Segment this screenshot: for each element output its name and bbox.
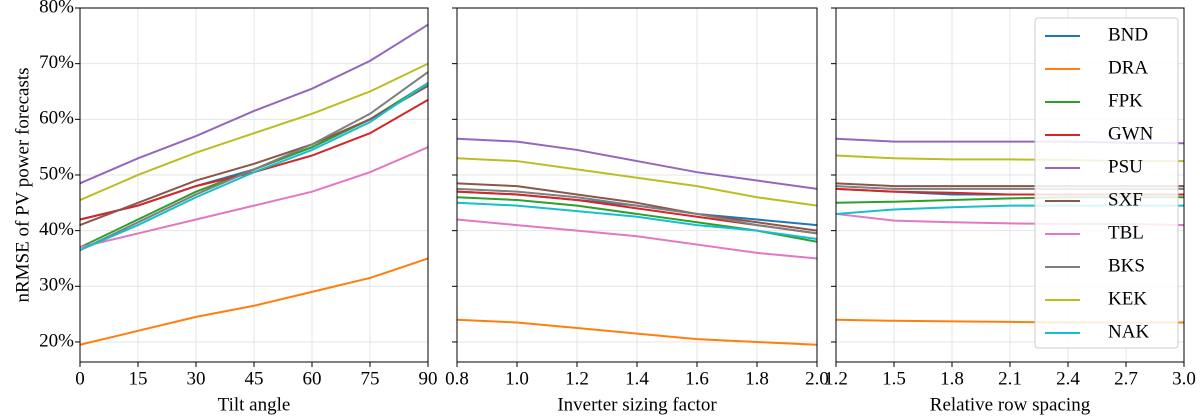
legend-label: BND (1108, 24, 1148, 45)
legend-label: BKS (1108, 255, 1145, 276)
y-tick-label: 30% (39, 275, 74, 296)
x-tick-label: 1.2 (824, 368, 848, 389)
legend-label: FPK (1108, 90, 1143, 111)
series-line (79, 257, 429, 346)
x-tick-label: 2.4 (1056, 368, 1080, 389)
series-line (79, 146, 429, 249)
series-line (456, 318, 818, 346)
x-tick-label: 1.5 (882, 368, 906, 389)
plot-frame (79, 7, 429, 363)
legend-label: KEK (1108, 288, 1147, 309)
x-axis-label: Tilt angle (218, 394, 291, 415)
x-axis-label: Inverter sizing factor (557, 394, 717, 415)
y-axis-label: nRMSE of PV power forecasts (12, 67, 33, 302)
series-line (79, 85, 429, 227)
series-line (456, 201, 818, 240)
series-line (456, 218, 818, 260)
x-tick-label: 1.8 (745, 368, 769, 389)
plot-frame (835, 7, 1185, 363)
series-line (456, 187, 818, 235)
x-tick-label: 90 (419, 368, 438, 389)
plot-frame (456, 7, 818, 363)
series-line (79, 23, 429, 185)
x-tick-label: 2.7 (1114, 368, 1138, 389)
x-tick-label: 60 (303, 368, 322, 389)
x-tick-label: 1.8 (940, 368, 964, 389)
x-tick-label: 0 (75, 368, 85, 389)
x-tick-label: 2.1 (998, 368, 1022, 389)
series-line (79, 82, 429, 252)
legend-label: PSU (1108, 156, 1143, 177)
x-tick-label: 0.8 (445, 368, 469, 389)
y-tick-label: 60% (39, 108, 74, 129)
legend-label: DRA (1108, 57, 1148, 78)
y-tick-label: 50% (39, 163, 74, 184)
x-tick-label: 1.6 (685, 368, 709, 389)
y-tick-label: 80% (39, 0, 74, 17)
series-line (79, 71, 429, 252)
x-tick-label: 75 (361, 368, 380, 389)
x-tick-label: 2.0 (805, 368, 829, 389)
x-tick-label: 3.0 (1172, 368, 1196, 389)
y-tick-label: 70% (39, 52, 74, 73)
x-tick-label: 45 (245, 368, 264, 389)
x-tick-label: 1.2 (565, 368, 589, 389)
x-tick-label: 1.4 (625, 368, 649, 389)
x-tick-label: 30 (187, 368, 206, 389)
legend-label: SXF (1108, 189, 1143, 210)
series-line (456, 182, 818, 232)
legend-label: TBL (1108, 222, 1144, 243)
y-tick-label: 40% (39, 219, 74, 240)
series-line (79, 62, 429, 201)
x-tick-label: 1.0 (505, 368, 529, 389)
series-line (456, 157, 818, 207)
legend-label: NAK (1108, 321, 1149, 342)
y-tick-label: 20% (39, 330, 74, 351)
x-tick-label: 15 (129, 368, 148, 389)
x-axis-label: Relative row spacing (930, 394, 1091, 415)
legend-label: GWN (1108, 123, 1154, 144)
legend-box (1034, 17, 1179, 349)
series-line (456, 137, 818, 190)
